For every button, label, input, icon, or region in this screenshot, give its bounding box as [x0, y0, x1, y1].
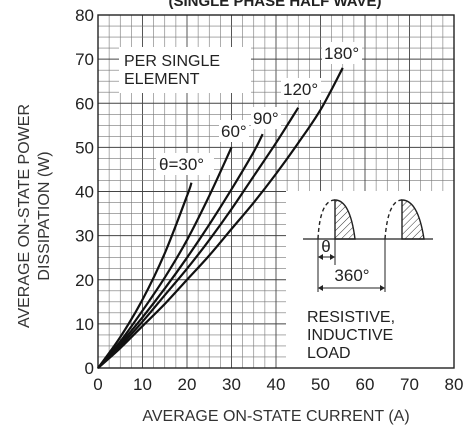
element-note-box — [119, 47, 251, 93]
series-label-120: 120° — [283, 80, 318, 99]
y-axis-title-group: AVERAGE ON-STATE POWER DISSIPATION (W) — [16, 104, 53, 328]
load-note-line-3: LOAD — [307, 345, 351, 362]
label-bg-90 — [251, 107, 281, 129]
y-tick-label: 0 — [85, 359, 94, 378]
period-label: 360° — [334, 266, 369, 285]
x-tick-label: 20 — [178, 375, 197, 394]
series-line-0 — [97, 182, 193, 369]
series-line-4 — [97, 67, 344, 369]
y-tick-label: 50 — [75, 138, 94, 157]
x-axis-title: AVERAGE ON-STATE CURRENT (A) — [142, 408, 409, 425]
series-line-3 — [97, 107, 300, 369]
waveform-dashed-2 — [384, 199, 403, 240]
plot-frame — [97, 14, 455, 369]
chart-title: (SINGLE PHASE HALF WAVE) — [168, 0, 381, 10]
label-bg-180 — [322, 42, 362, 64]
x-tick-label: 60 — [356, 375, 375, 394]
y-tick-label: 70 — [75, 50, 94, 69]
series-label-90: 90° — [253, 109, 279, 128]
label-bg-120 — [281, 78, 321, 100]
waveform-hatched-1 — [334, 199, 356, 240]
y-tick-label: 40 — [75, 183, 94, 202]
label-bg-30 — [156, 153, 214, 175]
x-tick-label: 40 — [267, 375, 286, 394]
curves — [97, 67, 344, 369]
series-line-1 — [97, 146, 233, 369]
x-tick-label: 50 — [311, 375, 330, 394]
series-line-2 — [97, 133, 264, 369]
waveform-dashed-1 — [317, 199, 336, 240]
y-tick-label: 20 — [75, 271, 94, 290]
axes — [97, 14, 455, 369]
y-tick-label: 60 — [75, 94, 94, 113]
load-note-line-2: INDUCTIVE — [307, 327, 393, 344]
waveform-diagram: θ 360° — [303, 199, 433, 292]
y-tick-labels: 0 10 20 30 40 50 60 70 80 — [75, 6, 94, 378]
theta-arrowheads — [318, 254, 335, 260]
y-axis-title-line-2: DISSIPATION (W) — [36, 151, 53, 280]
x-tick-label: 30 — [222, 375, 241, 394]
series-label-60: 60° — [221, 122, 247, 141]
y-tick-label: 80 — [75, 6, 94, 25]
x-tick-label: 0 — [93, 375, 102, 394]
x-tick-labels: 0 10 20 30 40 50 60 70 80 — [93, 375, 463, 394]
series-label-180: 180° — [324, 44, 359, 63]
element-note-line-1: PER SINGLE — [124, 53, 220, 70]
series-label-30: θ=30° — [159, 155, 204, 174]
load-note-line-1: RESISTIVE, — [307, 309, 395, 326]
load-inset-box — [286, 191, 456, 368]
y-axis-title-line-1: AVERAGE ON-STATE POWER — [16, 104, 33, 328]
y-tick-label: 30 — [75, 227, 94, 246]
theta-label: θ — [321, 237, 330, 256]
x-tick-label: 80 — [445, 375, 464, 394]
y-tick-label: 10 — [75, 315, 94, 334]
x-tick-label: 10 — [133, 375, 152, 394]
x-tick-label: 70 — [400, 375, 419, 394]
label-bg-60 — [219, 120, 249, 142]
element-note-line-2: ELEMENT — [124, 71, 200, 88]
waveform-hatched-2 — [401, 199, 425, 240]
